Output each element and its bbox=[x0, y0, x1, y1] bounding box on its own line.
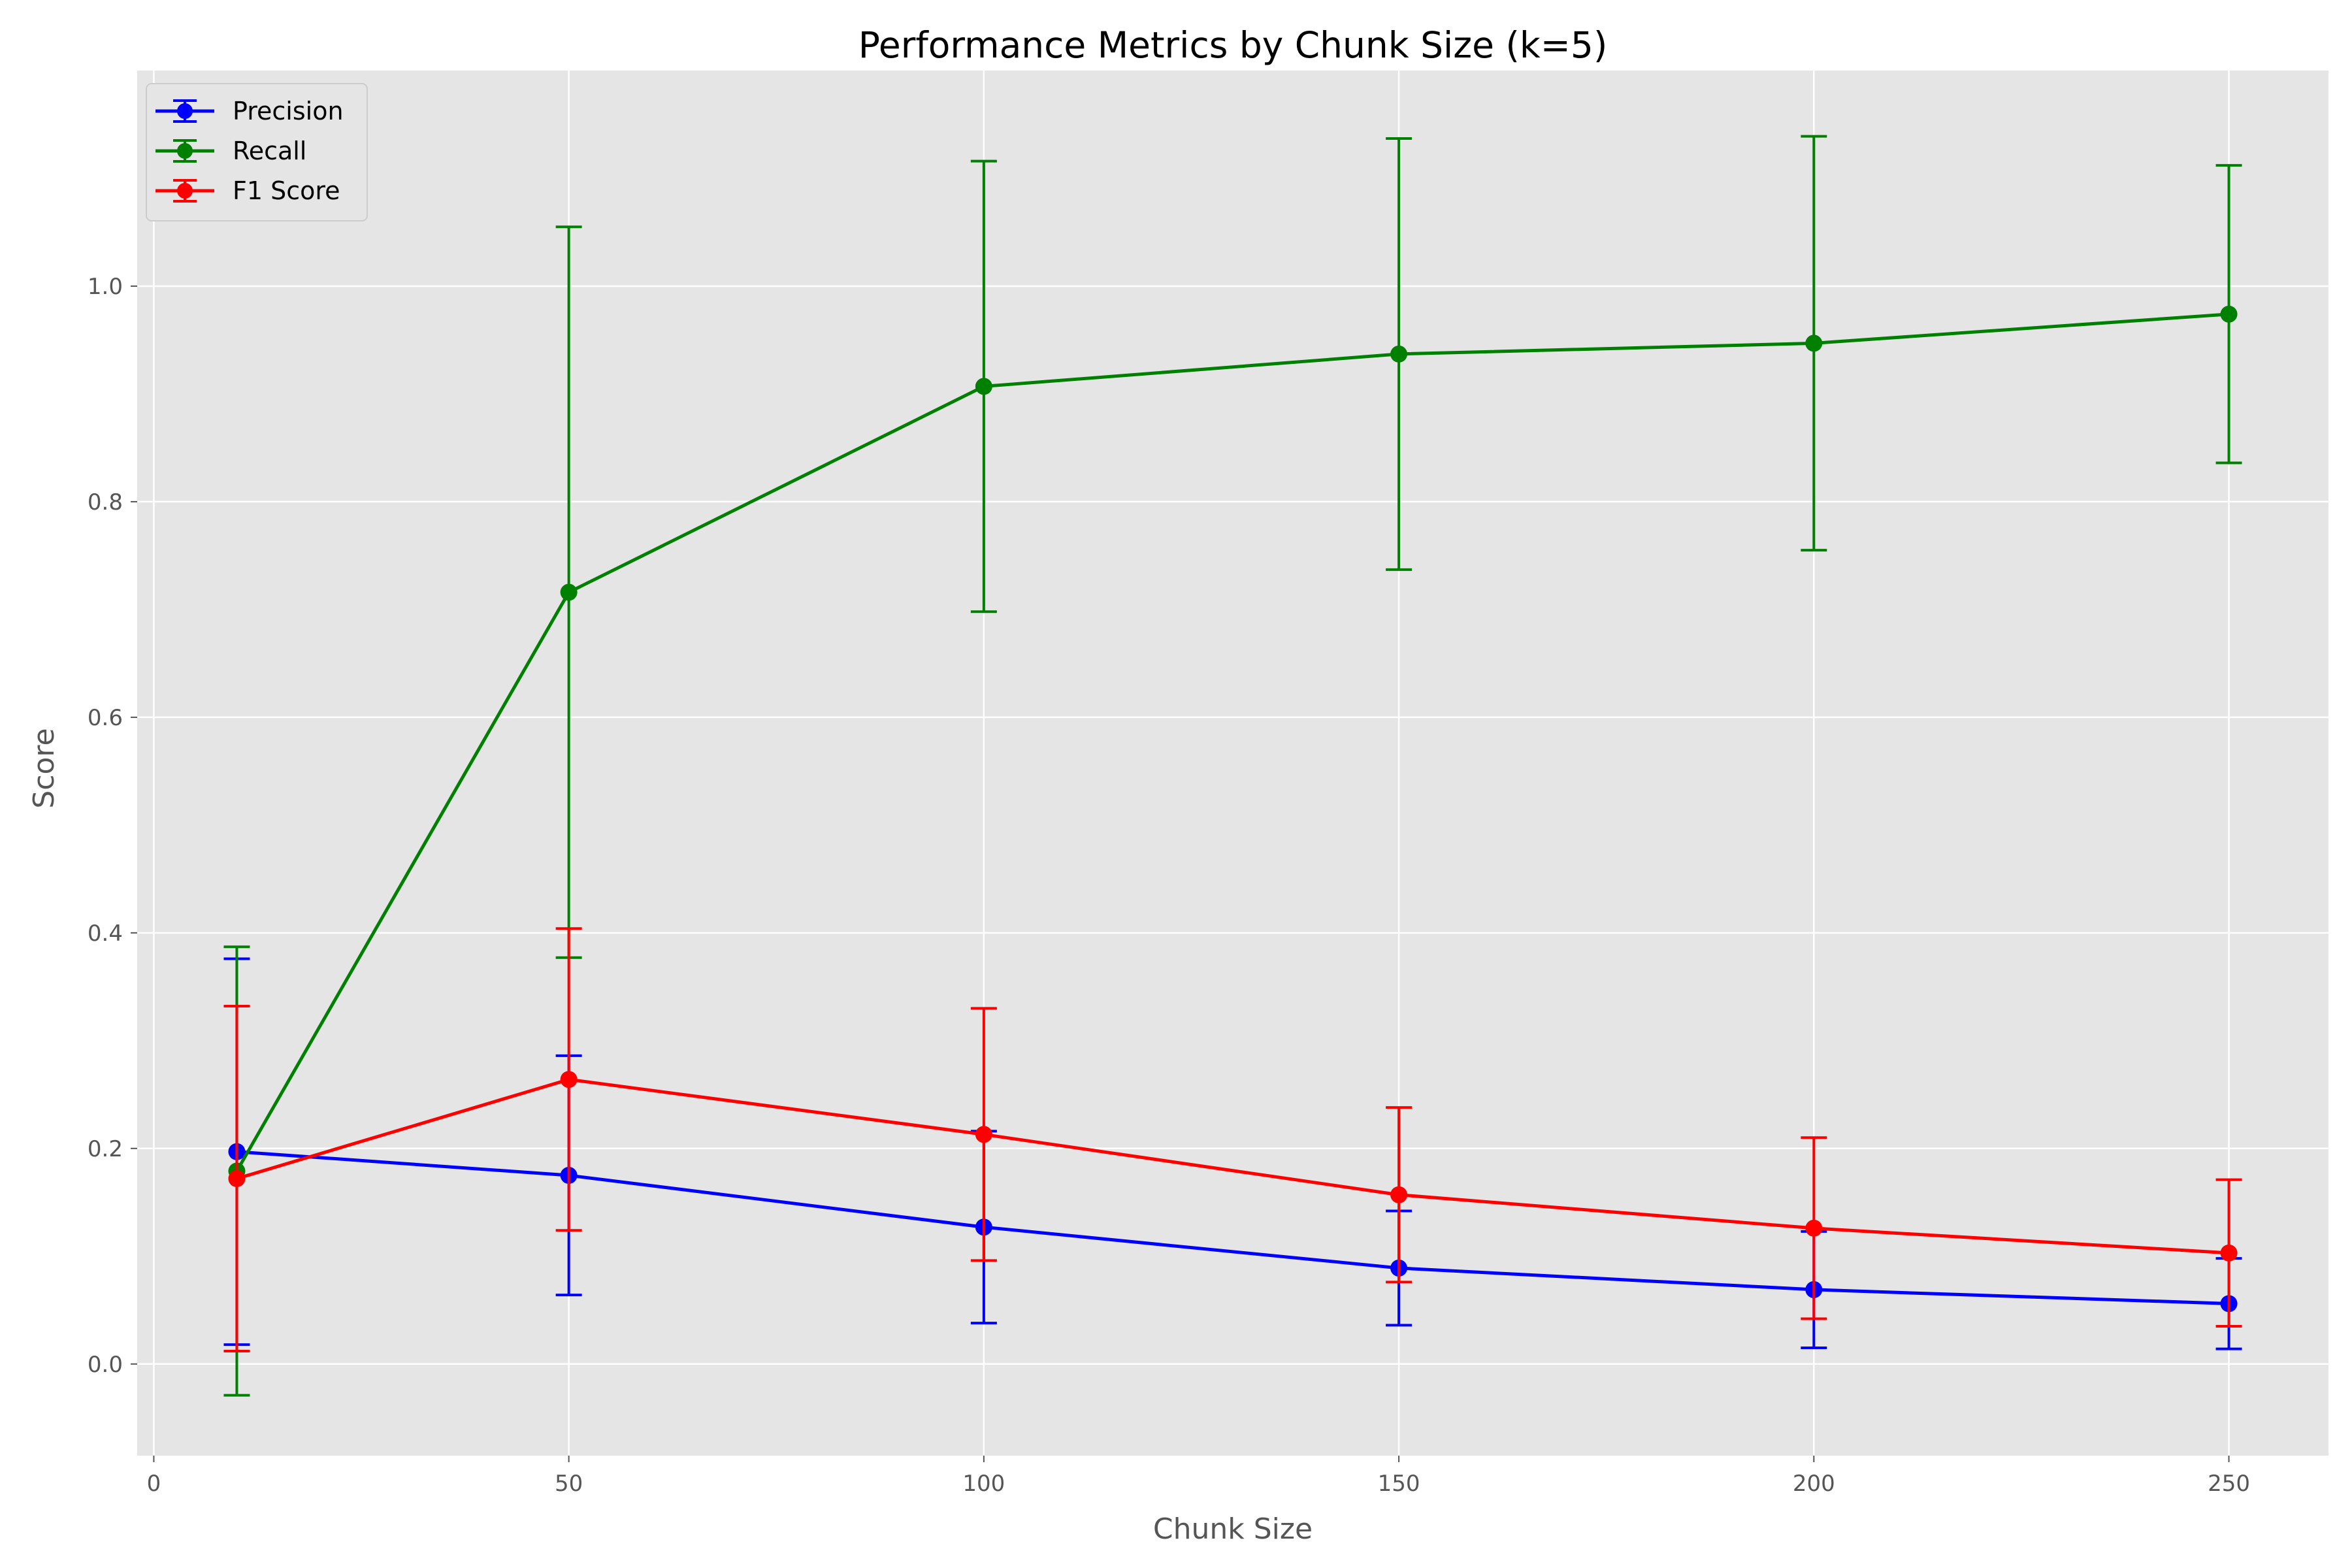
x-axis-label: Chunk Size bbox=[1153, 1512, 1313, 1546]
data-point bbox=[1805, 1219, 1823, 1237]
y-tick-label: 0.4 bbox=[88, 921, 123, 947]
y-tick-label: 0.2 bbox=[88, 1136, 123, 1162]
y-axis-label: Score bbox=[27, 728, 61, 808]
y-tick-label: 0.8 bbox=[88, 489, 123, 515]
legend: Precision Recall F1 Score bbox=[146, 83, 368, 221]
x-tick-label: 100 bbox=[962, 1471, 1005, 1497]
data-point bbox=[1390, 1186, 1408, 1203]
y-tick-label: 1.0 bbox=[88, 274, 123, 300]
series-line bbox=[235, 312, 2229, 1172]
axis-ticks: 0 50 100 150 200 250 0.0 0.2 0.4 0.6 0.8 1.0 bbox=[88, 274, 2250, 1497]
x-tick-label: 50 bbox=[555, 1471, 583, 1497]
series-line bbox=[237, 1150, 2229, 1305]
chart-title: Performance Metrics by Chunk Size (k=5) bbox=[858, 24, 1608, 66]
series-f1-score bbox=[223, 927, 2242, 1352]
data-point bbox=[975, 1126, 992, 1143]
y-tick-label: 0.6 bbox=[88, 705, 123, 731]
data-point bbox=[1390, 345, 1408, 363]
y-tick-label: 0.0 bbox=[88, 1352, 123, 1378]
x-tick-label: 150 bbox=[1378, 1471, 1420, 1497]
legend-label: Precision bbox=[233, 97, 344, 125]
plot-background bbox=[137, 71, 2328, 1456]
data-point bbox=[1805, 335, 1823, 352]
data-point bbox=[560, 583, 578, 601]
legend-label: Recall bbox=[233, 137, 306, 165]
x-tick-label: 250 bbox=[2208, 1471, 2250, 1497]
series-layer bbox=[223, 135, 2242, 1397]
data-point bbox=[560, 1071, 578, 1088]
series-line bbox=[236, 1077, 2229, 1255]
legend-label: F1 Score bbox=[233, 176, 340, 205]
data-point bbox=[2220, 305, 2238, 323]
legend-marker bbox=[177, 183, 193, 199]
data-point bbox=[2220, 1244, 2238, 1262]
x-tick-label: 200 bbox=[1793, 1471, 1835, 1497]
x-tick-label: 0 bbox=[147, 1471, 161, 1497]
legend-marker bbox=[177, 103, 193, 119]
legend-box bbox=[146, 83, 368, 221]
legend-marker bbox=[177, 143, 193, 159]
data-point bbox=[975, 378, 992, 395]
data-point bbox=[228, 1170, 246, 1187]
